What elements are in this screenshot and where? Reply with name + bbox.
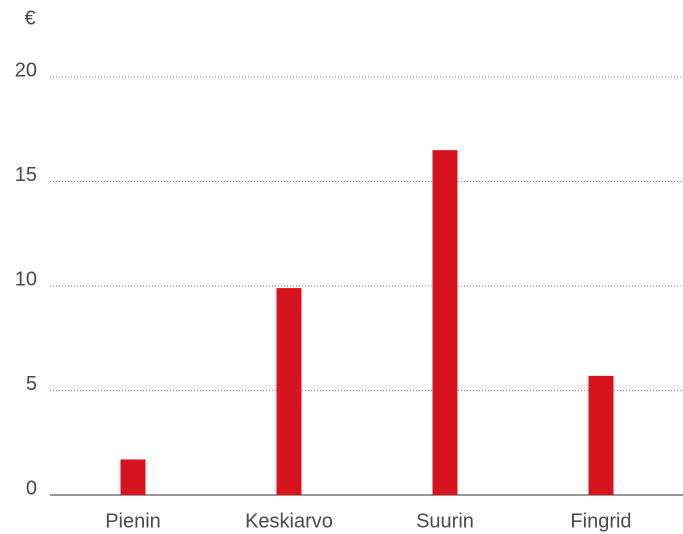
- y-axis-label: €: [24, 7, 35, 29]
- bar: [120, 459, 146, 495]
- y-tick-label: 10: [15, 268, 37, 290]
- x-tick-label: Pienin: [105, 510, 161, 532]
- bar: [432, 150, 458, 495]
- bar: [276, 288, 302, 495]
- y-tick-label: 5: [26, 373, 37, 395]
- x-tick-label: Keskiarvo: [245, 510, 333, 532]
- y-tick-label: 20: [15, 59, 37, 81]
- x-tick-label: Suurin: [416, 510, 474, 532]
- y-tick-label: 15: [15, 164, 37, 186]
- x-tick-label: Fingrid: [570, 510, 631, 532]
- bar: [588, 375, 614, 495]
- y-tick-label: 0: [26, 477, 37, 499]
